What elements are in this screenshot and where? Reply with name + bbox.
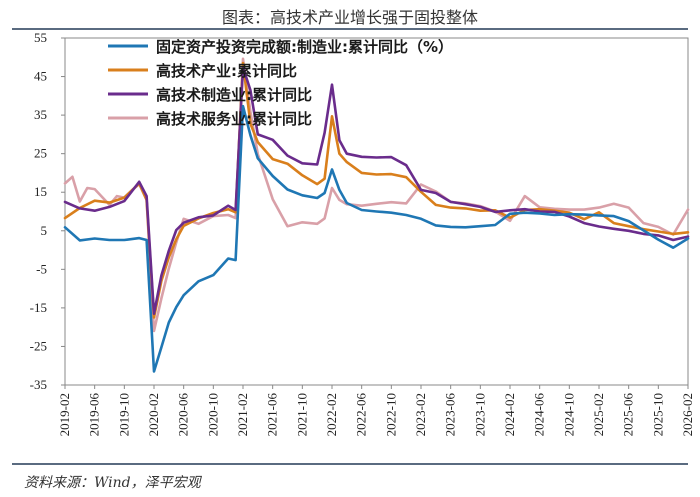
x-tick-label: 2023-02 bbox=[413, 393, 428, 436]
series-line-2 bbox=[63, 61, 690, 319]
y-tick-label: 55 bbox=[34, 30, 47, 45]
x-tick-label: 2024-02 bbox=[502, 393, 517, 436]
series-line-1 bbox=[63, 104, 690, 373]
y-tick-label: 45 bbox=[34, 69, 47, 84]
source-note: 资料来源：Wind，泽平宏观 bbox=[24, 475, 201, 491]
x-tick-label: 2024-10 bbox=[561, 393, 576, 436]
x-axis-ticks: 2019-02 2019-06 2019-10 2020-02 2020-06 2020-… bbox=[57, 385, 695, 436]
series-lines bbox=[63, 57, 690, 373]
y-tick-label: 25 bbox=[34, 146, 47, 161]
x-tick-label: 2021-10 bbox=[294, 393, 309, 436]
x-tick-label: 2019-02 bbox=[57, 393, 72, 436]
x-tick-label: 2019-10 bbox=[116, 393, 131, 436]
x-tick-label: 2022-02 bbox=[324, 393, 339, 436]
x-tick-label: 2019-06 bbox=[87, 393, 102, 437]
y-tick-label: -35 bbox=[30, 377, 47, 392]
x-tick-label: 2021-02 bbox=[235, 393, 250, 436]
legend-label-4: 高技术服务业:累计同比 bbox=[156, 110, 312, 128]
legend-label-3: 高技术制造业:累计同比 bbox=[156, 86, 312, 104]
y-tick-label: -5 bbox=[36, 261, 47, 276]
x-tick-label: 2022-06 bbox=[354, 393, 369, 437]
x-tick-label: 2026-02 bbox=[680, 393, 695, 436]
legend: 固定资产投资完成额:制造业:累计同比（%） 高技术产业:累计同比高技术制造业:累计… bbox=[108, 38, 453, 128]
x-tick-label: 2020-10 bbox=[205, 393, 220, 436]
top-rule bbox=[12, 28, 688, 30]
chart-title: 图表：高技术产业增长强于固投整体 bbox=[221, 8, 478, 27]
y-tick-label: -25 bbox=[30, 338, 47, 353]
y-axis-ticks: 55 45 35 25 15 5 -5 -15 -25 -35 bbox=[30, 30, 65, 392]
x-tick-label: 2022-10 bbox=[383, 393, 398, 436]
bottom-rule bbox=[12, 463, 688, 465]
x-tick-label: 2023-06 bbox=[443, 393, 458, 437]
series-line-3 bbox=[63, 66, 690, 316]
y-tick-label: -15 bbox=[30, 300, 47, 315]
x-tick-label: 2024-06 bbox=[532, 393, 547, 437]
x-tick-label: 2023-10 bbox=[472, 393, 487, 436]
y-tick-label: 15 bbox=[34, 184, 47, 199]
legend-label-2: 高技术产业:累计同比 bbox=[156, 62, 297, 80]
x-tick-label: 2021-06 bbox=[265, 393, 280, 437]
x-tick-label: 2020-02 bbox=[146, 393, 161, 436]
y-tick-label: 35 bbox=[34, 107, 47, 122]
x-tick-label: 2020-06 bbox=[176, 393, 191, 437]
y-tick-label: 5 bbox=[41, 223, 48, 238]
legend-label-1: 固定资产投资完成额:制造业:累计同比（%） bbox=[156, 38, 453, 56]
x-tick-label: 2025-06 bbox=[621, 393, 636, 437]
x-tick-label: 2025-10 bbox=[650, 393, 665, 436]
x-tick-label: 2025-02 bbox=[591, 393, 606, 436]
